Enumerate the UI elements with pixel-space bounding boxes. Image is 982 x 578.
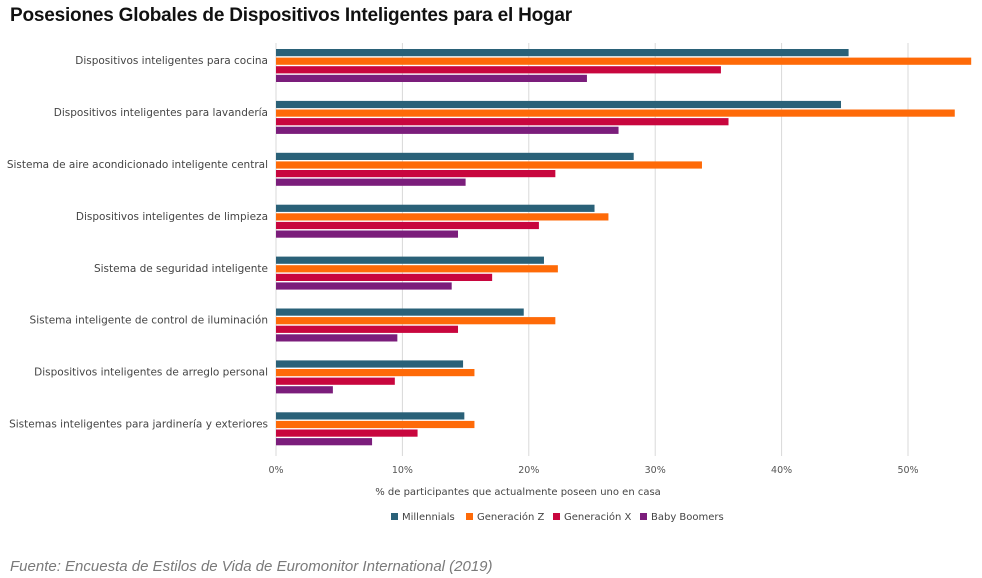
category-label: Dispositivos inteligentes de limpieza: [76, 211, 268, 223]
category-label: Dispositivos inteligentes para lavanderí…: [54, 107, 268, 119]
bar-baby-boomers: [276, 438, 373, 446]
bar-generaci-n-x: [276, 221, 539, 230]
x-tick-label: 0%: [268, 465, 283, 476]
bar-baby-boomers: [276, 282, 452, 290]
bar-baby-boomers: [276, 386, 333, 394]
x-tick-label: 10%: [392, 465, 413, 476]
category-label: Dispositivos inteligentes para cocina: [75, 55, 268, 67]
category-label: Dispositivos inteligentes de arreglo per…: [34, 367, 268, 379]
bar-baby-boomers: [276, 178, 466, 186]
bar-millennials: [276, 308, 524, 316]
category-label: Sistemas inteligentes para jardinería y …: [9, 419, 268, 431]
bar-generaci-n-x: [276, 377, 395, 385]
category-label: Sistema de aire acondicionado inteligent…: [7, 159, 268, 171]
bar-generaci-n-x: [276, 273, 493, 281]
bar-generaci-n-z: [276, 213, 609, 221]
bar-baby-boomers: [276, 126, 619, 134]
x-tick-label: 40%: [771, 465, 792, 476]
bar-millennials: [276, 100, 842, 109]
legend-swatch: [391, 513, 398, 520]
bar-generaci-n-z: [276, 109, 955, 117]
bar-millennials: [276, 256, 544, 264]
bar-generaci-n-x: [276, 429, 418, 437]
bar-baby-boomers: [276, 74, 587, 82]
bar-generaci-n-z: [276, 161, 702, 169]
x-tick-label: 50%: [897, 465, 918, 476]
bar-generaci-n-z: [276, 369, 475, 377]
chart-title: Posesiones Globales de Dispositivos Inte…: [10, 5, 572, 26]
bar-generaci-n-z: [276, 265, 558, 273]
bar-generaci-n-z: [276, 317, 556, 325]
bar-generaci-n-x: [276, 118, 729, 126]
bar-millennials: [276, 360, 464, 368]
bar-chart: Dispositivos inteligentes para cocina Dis…: [7, 43, 972, 523]
legend-label: Baby Boomers: [651, 512, 724, 523]
bar-millennials: [276, 49, 849, 57]
source-note: Fuente: Encuesta de Estilos de Vida de E…: [10, 558, 493, 575]
bar-generaci-n-x: [276, 325, 459, 333]
category-label: Sistema inteligente de control de ilumin…: [30, 315, 268, 327]
legend-label: Millennials: [402, 512, 455, 523]
bar-generaci-n-z: [276, 420, 475, 429]
bar-millennials: [276, 204, 595, 212]
legend-swatch: [640, 513, 647, 520]
bar-baby-boomers: [276, 230, 459, 238]
legend-swatch: [466, 513, 473, 520]
bar-generaci-n-z: [276, 57, 972, 65]
bar-millennials: [276, 152, 634, 160]
legend-label: Generación X: [564, 511, 632, 523]
bars: [276, 49, 972, 446]
x-axis-title: % de participantes que actualmente posee…: [375, 487, 661, 498]
bar-generaci-n-x: [276, 170, 556, 178]
x-tick-label: 20%: [518, 465, 539, 476]
legend-swatch: [553, 513, 560, 520]
x-tick-label: 30%: [645, 465, 666, 476]
x-tick-labels: 0% 10% 20% 30% 40% 50%: [268, 465, 918, 476]
bar-millennials: [276, 412, 465, 420]
category-label: Sistema de seguridad inteligente: [94, 263, 268, 275]
category-labels: Dispositivos inteligentes para cocina Dis…: [7, 55, 268, 430]
legend: Millennials Generación Z Generación X Baby …: [391, 511, 724, 523]
legend-label: Generación Z: [477, 511, 545, 523]
bar-generaci-n-x: [276, 66, 721, 74]
bar-baby-boomers: [276, 334, 398, 342]
